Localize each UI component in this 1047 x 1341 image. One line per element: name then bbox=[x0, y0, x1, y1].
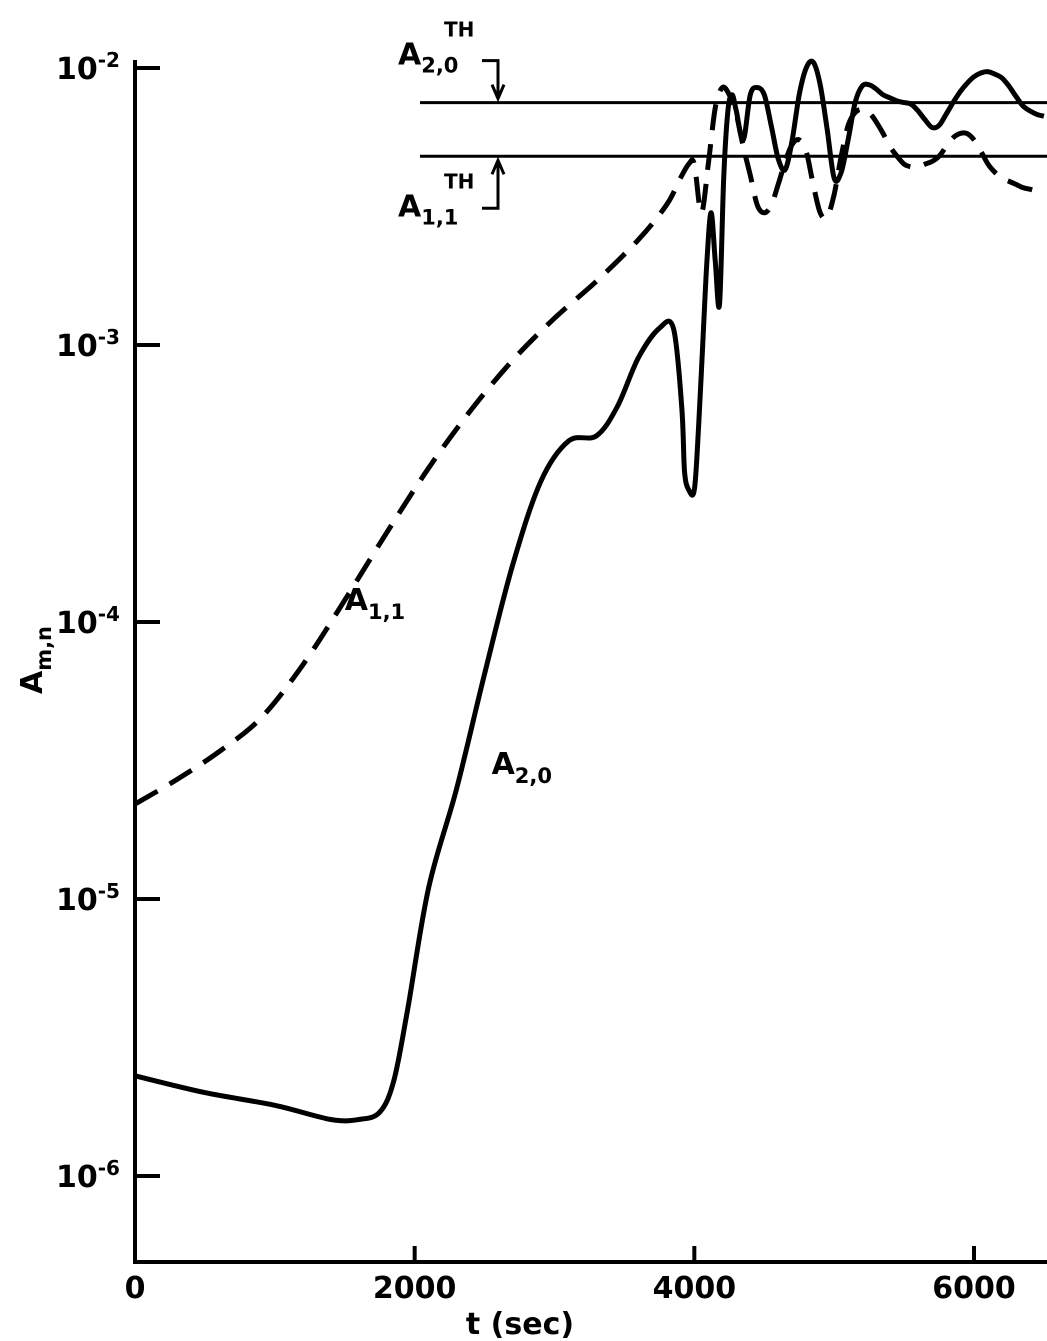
x-tick-label-1: 2000 bbox=[373, 1271, 457, 1306]
threshold-arrowhead-0 bbox=[490, 84, 506, 103]
series bbox=[133, 58, 1045, 1124]
y-axis-title-base: A bbox=[15, 670, 50, 694]
y-axis-title-sub: m,n bbox=[32, 626, 56, 671]
y-ticks: 10-6 10-5 10-4 10-3 10-2 bbox=[56, 48, 160, 1195]
x-tick-label-3: 6000 bbox=[932, 1271, 1016, 1306]
axes bbox=[133, 60, 1047, 1264]
threshold-label-1: A1,1 bbox=[398, 189, 458, 229]
series-line-a11 bbox=[133, 84, 1044, 807]
x-ticks: 0 2000 4000 6000 bbox=[125, 1246, 1016, 1306]
series-line-a20 bbox=[134, 58, 1045, 1124]
y-tick-label-3: 10-3 bbox=[56, 325, 120, 364]
x-tick-label-0: 0 bbox=[125, 1271, 146, 1306]
y-tick-label-4: 10-2 bbox=[56, 48, 120, 87]
y-tick-label-1: 10-5 bbox=[56, 879, 120, 918]
threshold-arrow-1 bbox=[482, 160, 500, 210]
series-label-0: A1,1 bbox=[345, 583, 405, 624]
threshold-label-sup-0: TH bbox=[444, 18, 474, 42]
y-tick-label-0: 10-6 bbox=[56, 1156, 120, 1195]
y-axis-title: Am,n bbox=[15, 626, 56, 694]
series-label-1: A2,0 bbox=[492, 747, 552, 788]
threshold-label-0: A2,0 bbox=[398, 38, 458, 78]
threshold-label-sup-1: TH bbox=[444, 169, 474, 193]
x-tick-label-2: 4000 bbox=[653, 1271, 737, 1306]
threshold-arrow-0 bbox=[482, 59, 500, 99]
threshold-arrowhead-1 bbox=[490, 156, 506, 175]
y-tick-label-2: 10-4 bbox=[56, 602, 120, 641]
x-axis-title: t (sec) bbox=[466, 1307, 574, 1341]
threshold-lines bbox=[420, 101, 1047, 158]
